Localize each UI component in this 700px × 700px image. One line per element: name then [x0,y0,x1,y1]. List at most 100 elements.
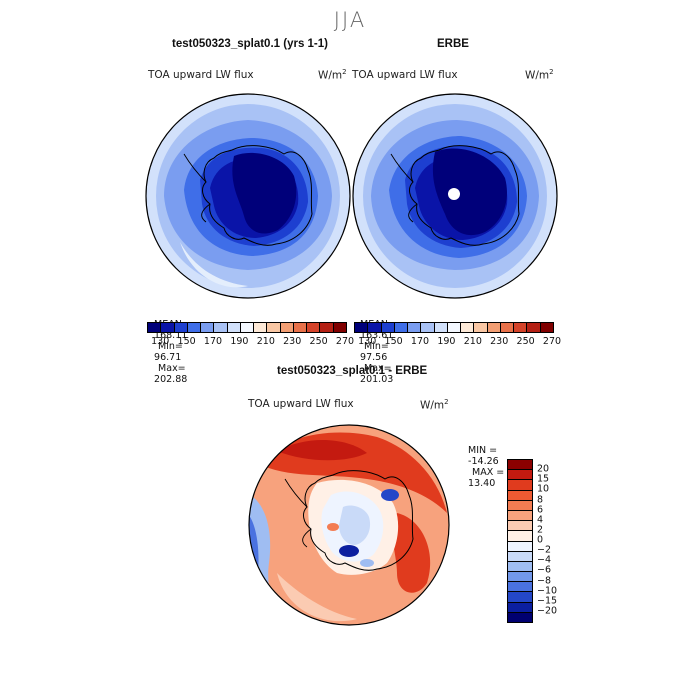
diff-min-value: -14.26 [468,456,499,467]
panel1-mean-value: 168.11 [154,330,188,341]
colorbar-label: 210 [463,336,482,347]
panel1-units-exp: 2 [342,68,347,76]
diff-min-label: MIN = [468,445,498,456]
colorbar-swatch [527,323,541,332]
panel2-title: ERBE [437,38,469,50]
colorbar-swatch [254,323,268,332]
colorbar-label: −6 [537,564,552,576]
colorbar-label: 270 [335,336,355,347]
diff-title: test050323_splat0.1 - ERBE [277,365,428,377]
panel1-colorbar [147,322,347,333]
colorbar-swatch [508,531,532,542]
pole-data-gap [448,188,460,200]
panel1-title: test050323_splat0.1 (yrs 1-1) [172,38,328,50]
panel2-min-label: Min= [364,341,389,352]
colorbar-label: 270 [542,336,562,347]
panel1-units: W/m2 [318,68,347,82]
panel2-max-value: 201.03 [360,374,394,385]
colorbar-label: 130 [151,336,170,347]
colorbar-label: −2 [537,544,552,556]
panel1-max-value: 202.88 [154,374,188,385]
panel2-units: W/m2 [525,68,554,82]
colorbar-swatch [267,323,281,332]
colorbar-swatch [508,602,532,613]
colorbar-label: 190 [437,336,456,347]
colorbar-swatch [394,323,409,332]
panel1-max-label: Max= [158,363,186,374]
colorbar-label: 2 [537,524,544,536]
diff-units: W/m2 [420,398,449,412]
colorbar-swatch [508,572,532,583]
colorbar-swatch [434,323,448,332]
colorbar-swatch [540,323,553,332]
colorbar-swatch [293,323,308,332]
colorbar-swatch [508,521,532,532]
colorbar-label: 20 [537,463,550,475]
panel1-min-value: 96.71 [154,352,182,363]
colorbar-swatch [214,323,228,332]
colorbar-swatch [307,323,321,332]
difference-polar-map [248,424,450,626]
colorbar-label: −20 [537,605,558,617]
colorbar-label: −15 [537,595,558,607]
colorbar-label: 130 [358,336,377,347]
panel2-min-value: 97.56 [360,352,388,363]
colorbar-swatch [508,551,532,562]
colorbar-swatch [508,592,532,603]
colorbar-swatch [148,323,162,332]
colorbar-label: 8 [537,494,544,505]
panel1-min-label: Min= [158,341,183,352]
panel1-colorbar-labels: 130 150 170 190 210 230 250 270 [147,336,354,348]
colorbar-swatch [201,323,215,332]
colorbar-swatch [508,612,532,622]
model-polar-map [145,93,351,299]
panel1-variable-label: TOA upward LW flux [148,69,254,81]
panel2-variable-label: TOA upward LW flux [352,69,458,81]
colorbar-swatch [421,323,435,332]
colorbar-label: 170 [410,336,430,347]
diff-colorbar-labels: 20 15 10 8 6 4 2 0 −2 −4 −6 −8 −10 −15 −20 [537,459,577,621]
panel1-units-base: W/m [318,69,343,82]
panel2-colorbar-labels: 130 150 170 190 210 230 250 270 [354,336,561,348]
colorbar-label: 15 [537,473,550,485]
colorbar-label: 150 [384,336,403,347]
diff-max-value: 13.40 [468,478,496,489]
colorbar-label: 6 [537,504,544,516]
colorbar-swatch [408,323,422,332]
season-title: JJA [333,8,367,32]
diff-units-exp: 2 [444,398,449,406]
colorbar-swatch [280,323,294,332]
colorbar-label: 250 [309,336,328,347]
colorbar-label: 190 [230,336,249,347]
colorbar-swatch [508,561,532,573]
colorbar-swatch [333,323,346,332]
erbe-polar-map [352,93,558,299]
colorbar-swatch [187,323,202,332]
colorbar-label: 230 [283,336,302,347]
colorbar-swatch [508,480,532,491]
colorbar-swatch [161,323,175,332]
colorbar-label: 170 [203,336,223,347]
colorbar-swatch [355,323,369,332]
colorbar-swatch [508,582,532,593]
colorbar-label: 210 [256,336,275,347]
colorbar-swatch [381,323,395,332]
colorbar-swatch [227,323,241,332]
colorbar-swatch [508,470,532,481]
colorbar-label: −10 [537,585,558,597]
colorbar-swatch [461,323,475,332]
colorbar-label: 250 [516,336,535,347]
colorbar-label: −8 [537,575,552,586]
colorbar-label: 230 [490,336,509,347]
colorbar-swatch [368,323,382,332]
colorbar-swatch [508,541,532,552]
colorbar-label: 0 [537,534,544,546]
colorbar-swatch [240,323,255,332]
panel2-mean-value: 163.61 [360,330,394,341]
colorbar-swatch [508,500,532,511]
diff-colorbar [507,459,533,623]
colorbar-swatch [320,323,334,332]
diff-max-label: MAX = [472,467,505,478]
diff-stats: MIN = -14.26 MAX = 13.40 [462,434,504,489]
colorbar-label: −4 [537,554,552,566]
